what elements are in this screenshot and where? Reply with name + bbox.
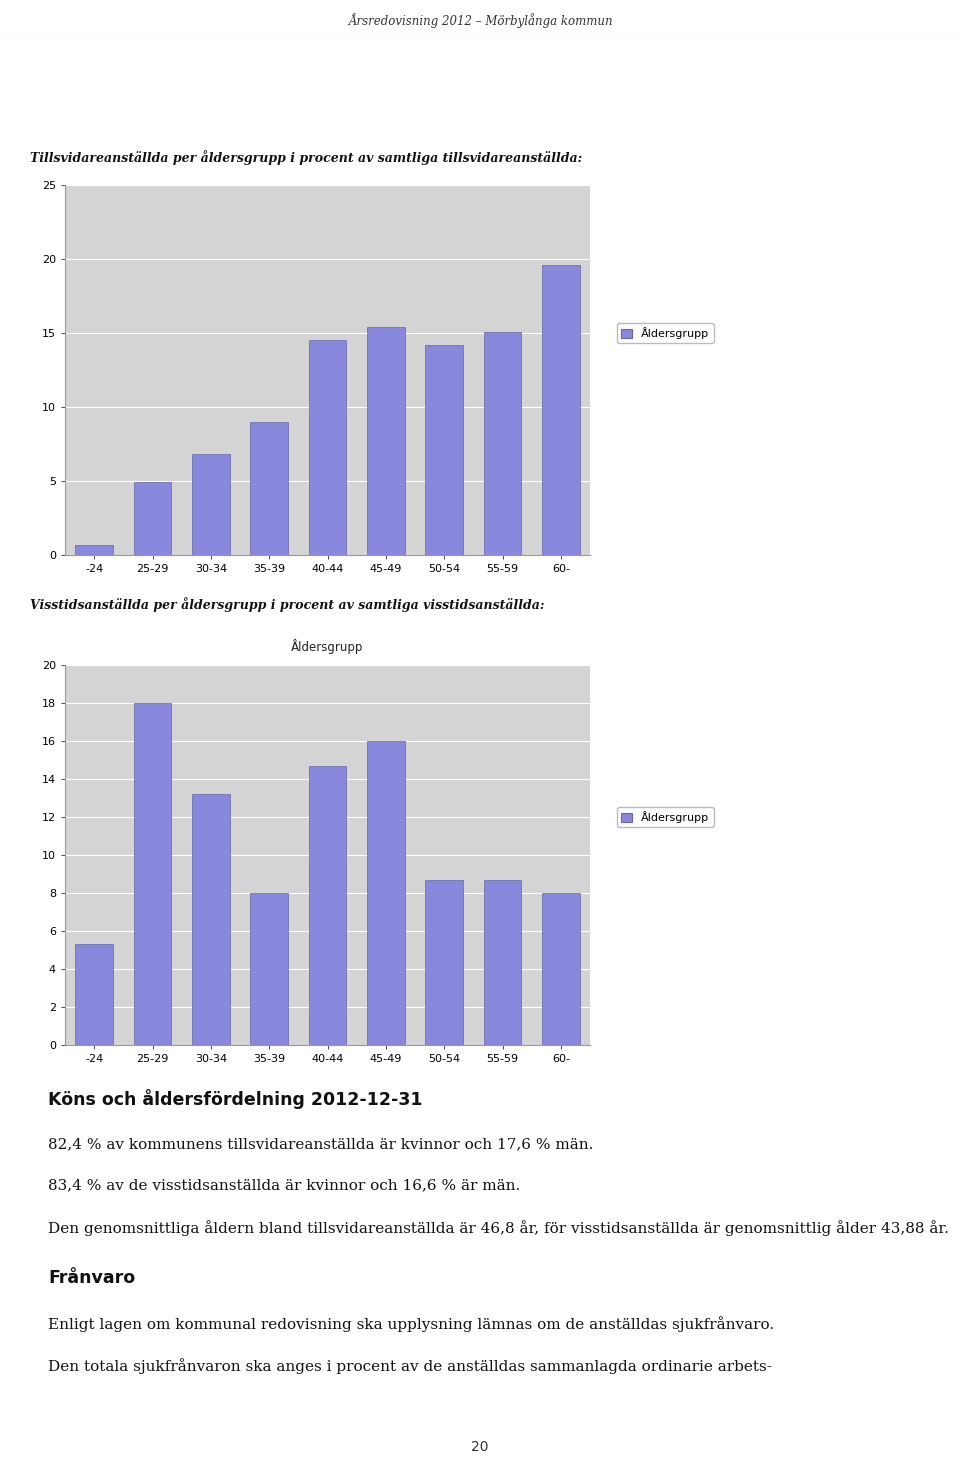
Bar — [367, 741, 405, 1045]
Bar — [192, 794, 229, 1045]
Text: Den totala sjukfrånvaron ska anges i procent av de anställdas sammanlagda ordina: Den totala sjukfrånvaron ska anges i pro… — [48, 1358, 772, 1374]
Text: 83,4 % av de visstidsanställda är kvinnor och 16,6 % är män.: 83,4 % av de visstidsanställda är kvinno… — [48, 1178, 520, 1193]
Text: Åldersgrupp: Åldersgrupp — [291, 638, 364, 653]
Bar — [425, 344, 463, 555]
Text: 20: 20 — [471, 1441, 489, 1454]
Bar — [425, 880, 463, 1045]
Bar — [308, 766, 347, 1045]
Text: 82,4 % av kommunens tillsvidareanställda är kvinnor och 17,6 % män.: 82,4 % av kommunens tillsvidareanställda… — [48, 1137, 593, 1152]
Bar — [251, 421, 288, 555]
Bar — [133, 703, 172, 1045]
Bar — [484, 331, 521, 555]
Bar — [367, 326, 405, 555]
Legend: Åldersgrupp: Åldersgrupp — [616, 322, 713, 343]
Text: Köns och åldersfördelning 2012-12-31: Köns och åldersfördelning 2012-12-31 — [48, 1089, 422, 1110]
Bar — [541, 266, 580, 555]
Text: Visstidsanställda per åldersgrupp i procent av samtliga visstidsanställda:: Visstidsanställda per åldersgrupp i proc… — [30, 597, 544, 611]
Text: Årsredovisning 2012 – Mörbylånga kommun: Årsredovisning 2012 – Mörbylånga kommun — [348, 13, 612, 28]
Legend: Åldersgrupp: Åldersgrupp — [616, 807, 713, 828]
Bar — [541, 893, 580, 1045]
Text: Enligt lagen om kommunal redovisning ska upplysning lämnas om de anställdas sjuk: Enligt lagen om kommunal redovisning ska… — [48, 1316, 774, 1333]
Bar — [308, 340, 347, 555]
Text: Frånvaro: Frånvaro — [48, 1269, 135, 1287]
Bar — [251, 893, 288, 1045]
Bar — [133, 482, 172, 555]
Text: Tillsvidareanställda per åldersgrupp i procent av samtliga tillsvidareanställda:: Tillsvidareanställda per åldersgrupp i p… — [30, 150, 583, 165]
Bar — [75, 944, 113, 1045]
Bar — [192, 454, 229, 555]
Text: Den genomsnittliga åldern bland tillsvidareanställda är 46,8 år, för visstidsans: Den genomsnittliga åldern bland tillsvid… — [48, 1220, 948, 1236]
Bar — [484, 880, 521, 1045]
Bar — [75, 545, 113, 555]
